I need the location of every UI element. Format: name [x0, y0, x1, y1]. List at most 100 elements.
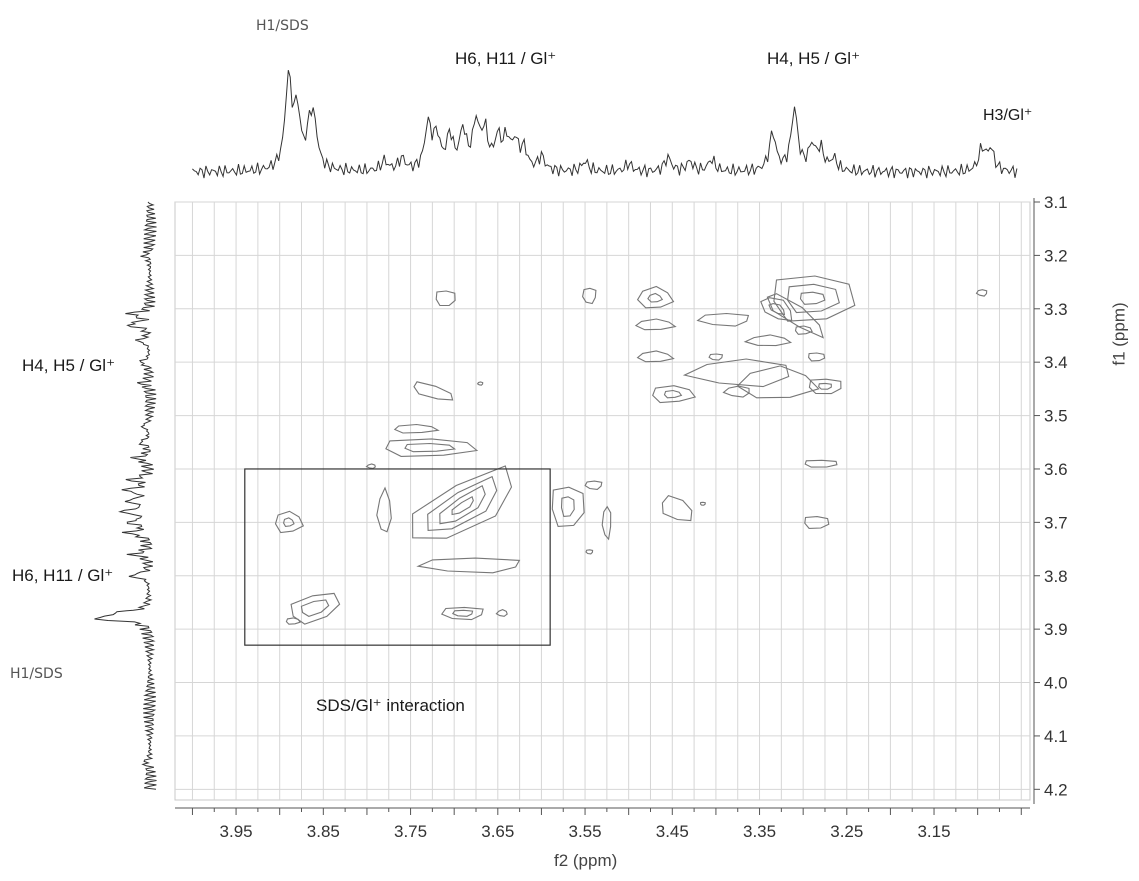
contour-ring — [476, 381, 484, 386]
cross-peak — [274, 510, 305, 534]
interaction-annotation: SDS/Gl⁺ interaction — [316, 696, 465, 715]
x-tick-label: 3.65 — [481, 822, 514, 841]
top-peak-label-h6-h11: H6, H11 / Gl⁺ — [455, 49, 557, 68]
cross-peak — [290, 592, 341, 625]
contour-ring — [634, 318, 677, 331]
cross-peak — [413, 381, 454, 401]
cross-peak — [582, 287, 597, 305]
top-peak-label-h3: H3/Gl⁺ — [983, 107, 1033, 124]
contour-ring — [285, 617, 301, 625]
contour-ring — [808, 352, 826, 362]
contour-ring — [300, 599, 330, 618]
cross-peak — [766, 293, 824, 339]
contour-ring — [652, 385, 697, 404]
cross-peak — [634, 318, 677, 331]
contour-ring — [799, 291, 826, 305]
left-projection-trace — [94, 201, 157, 790]
contour-ring — [647, 292, 664, 303]
contour-ring — [636, 350, 675, 363]
cross-peak — [584, 480, 603, 490]
cross-peak — [385, 438, 479, 457]
y-tick-label: 3.4 — [1044, 353, 1068, 372]
x-tick-label: 3.95 — [220, 822, 253, 841]
contour-ring — [699, 501, 706, 506]
y-tick-label: 3.9 — [1044, 620, 1068, 639]
cross-peak — [636, 285, 675, 309]
y-tick-label: 4.1 — [1044, 727, 1068, 746]
cross-peak — [722, 385, 750, 398]
x-axis-title: f2 (ppm) — [554, 851, 618, 870]
cross-peak — [416, 557, 521, 574]
contour-ring — [427, 475, 498, 531]
y-tick-label: 4.2 — [1044, 780, 1068, 799]
contour-ring — [808, 378, 842, 395]
cross-peak — [743, 334, 793, 347]
cross-peak — [804, 459, 838, 468]
cross-peak — [652, 385, 697, 404]
contour-ring — [582, 287, 597, 305]
contour-ring — [439, 485, 486, 525]
contour-ring — [440, 606, 484, 621]
cross-peak — [393, 423, 440, 434]
interaction-box — [244, 468, 551, 646]
cross-peak — [975, 289, 988, 297]
contour-ring — [601, 505, 612, 541]
x-tick-label: 3.85 — [307, 822, 340, 841]
cross-peak — [285, 617, 301, 625]
contour-ring — [766, 293, 824, 339]
cross-peak — [808, 378, 842, 395]
cross-peak — [736, 365, 820, 399]
cross-peak — [585, 549, 594, 555]
cross-peak — [551, 486, 585, 527]
x-tick-label: 3.55 — [569, 822, 602, 841]
cross-peak — [708, 353, 724, 361]
contour-ring — [413, 381, 454, 401]
cross-peak — [808, 352, 826, 362]
x-tick-label: 3.35 — [743, 822, 776, 841]
cross-peak — [440, 606, 484, 621]
cross-peak — [601, 505, 612, 541]
contour-ring — [760, 297, 793, 322]
contour-ring — [787, 283, 840, 314]
contour-ring — [274, 510, 305, 534]
y-axis: 3.1 3.2 3.3 3.4 3.5 3.6 3.7 3.8 3.9 4.0 4.1 4.2 — [1033, 193, 1068, 804]
contour-ring — [975, 289, 988, 297]
cross-peak — [636, 350, 675, 363]
contour-ring — [743, 334, 793, 347]
contour-ring — [663, 389, 683, 399]
y-tick-label: 3.8 — [1044, 567, 1068, 586]
cross-peak — [794, 325, 813, 335]
contour-ring — [393, 423, 440, 434]
contour-ring — [736, 365, 820, 399]
contour-ring — [584, 480, 603, 490]
contour-ring — [404, 442, 457, 453]
cross-peak — [495, 608, 508, 617]
contour-ring — [682, 358, 790, 388]
contour-ring — [290, 592, 341, 625]
y-tick-label: 3.1 — [1044, 193, 1068, 212]
x-tick-label: 3.45 — [656, 822, 689, 841]
contour-ring — [551, 486, 585, 527]
top-peak-label-h1-sds: H1/SDS — [256, 18, 309, 34]
y-tick-label: 4.0 — [1044, 674, 1068, 693]
contour-ring — [376, 486, 392, 533]
y-tick-label: 3.2 — [1044, 246, 1068, 265]
x-tick-label: 3.15 — [917, 822, 950, 841]
y-tick-label: 3.6 — [1044, 460, 1068, 479]
cross-peaks — [274, 275, 988, 625]
top-peak-label-h4-h5: H4, H5 / Gl⁺ — [767, 49, 861, 68]
contour-ring — [560, 496, 575, 517]
horizontal-grid — [175, 201, 1030, 790]
contour-ring — [722, 385, 750, 398]
contour-ring — [435, 290, 456, 307]
y-axis-title: f1 (ppm) — [1109, 302, 1129, 366]
contour-ring — [495, 608, 508, 617]
cross-peak — [696, 312, 750, 327]
contour-ring — [696, 312, 750, 327]
top-projection-trace — [192, 69, 1018, 179]
cross-peak — [661, 494, 693, 522]
vertical-grid — [191, 202, 1022, 800]
contour-ring — [451, 495, 474, 516]
